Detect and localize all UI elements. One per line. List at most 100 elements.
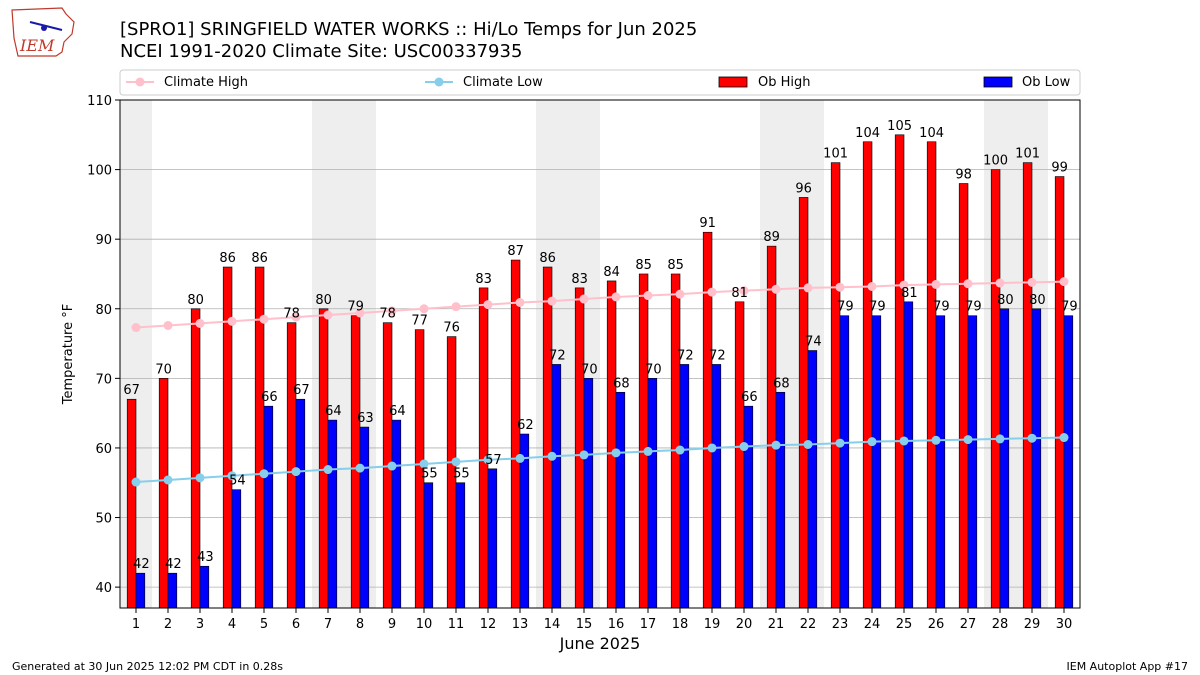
legend-ob-low-label: Ob Low bbox=[1022, 75, 1071, 90]
ob-low-label-day-2: 42 bbox=[165, 557, 182, 572]
y-tick-label-80: 80 bbox=[95, 303, 112, 318]
climate-high-point-day-17 bbox=[643, 291, 653, 301]
ob-low-label-day-17: 70 bbox=[645, 362, 662, 377]
ob-high-bar-day-25 bbox=[894, 134, 905, 609]
x-tick-label-24: 24 bbox=[864, 617, 881, 632]
y-axis-label: Temperature °F bbox=[61, 304, 76, 405]
climate-low-point-day-1 bbox=[131, 477, 141, 487]
ob-low-label-day-13: 62 bbox=[517, 418, 534, 433]
ob-low-label-day-12: 57 bbox=[485, 453, 502, 468]
ob-high-label-day-14: 86 bbox=[539, 251, 556, 266]
ob-low-bar-day-18 bbox=[679, 364, 690, 609]
climate-low-point-day-26 bbox=[931, 435, 941, 445]
ob-low-bar-day-1 bbox=[135, 572, 146, 609]
ob-high-bar-day-13 bbox=[510, 259, 521, 609]
ob-low-label-day-10: 55 bbox=[421, 467, 438, 482]
chart-title: [SPRO1] SRINGFIELD WATER WORKS :: Hi/Lo … bbox=[120, 19, 697, 40]
ob-high-bar-day-29 bbox=[1022, 162, 1033, 609]
ob-high-bar-day-18 bbox=[670, 273, 681, 609]
bars bbox=[126, 134, 1074, 609]
climate-high-point-day-11 bbox=[451, 302, 461, 312]
ob-low-label-day-30: 79 bbox=[1061, 300, 1078, 315]
ob-high-bar-day-23 bbox=[830, 162, 841, 609]
y-tick-label-40: 40 bbox=[95, 581, 112, 596]
ob-low-bar-day-4 bbox=[231, 489, 242, 609]
x-tick-label-29: 29 bbox=[1024, 617, 1041, 632]
ob-low-bar-day-19 bbox=[711, 364, 722, 609]
climate-high-point-day-12 bbox=[483, 300, 493, 310]
climate-high-line bbox=[135, 280, 1065, 329]
climate-high-point-day-5 bbox=[259, 314, 269, 324]
x-axis-ticks: 1 2 3 4 5 6 7 8 9 10 11 12 13 14 15 16 17 18 19 20 21 22 23 24 2… bbox=[132, 608, 1072, 632]
ob-low-bar-day-12 bbox=[487, 468, 498, 609]
ob-low-label-day-7: 64 bbox=[325, 404, 342, 419]
climate-high-point-day-30 bbox=[1059, 277, 1069, 287]
ob-low-label-day-11: 55 bbox=[453, 467, 470, 482]
logo-text: IEM bbox=[19, 36, 55, 55]
ob-high-bar-day-1 bbox=[126, 398, 137, 609]
ob-low-label-day-25: 81 bbox=[901, 286, 918, 301]
climate-high-point-day-26 bbox=[931, 279, 941, 289]
ob-high-label-day-9: 78 bbox=[379, 307, 396, 322]
ob-high-bar-day-22 bbox=[798, 197, 809, 609]
climate-low-point-day-9 bbox=[387, 461, 397, 471]
climate-low-point-day-2 bbox=[163, 475, 173, 485]
ob-low-bar-day-9 bbox=[391, 419, 402, 609]
chart-subtitle: NCEI 1991-2020 Climate Site: USC00337935 bbox=[120, 41, 522, 62]
climate-low-point-day-27 bbox=[963, 435, 973, 445]
climate-low-line bbox=[135, 436, 1065, 484]
x-tick-label-2: 2 bbox=[164, 617, 172, 632]
x-tick-label-13: 13 bbox=[512, 617, 529, 632]
generated-timestamp: Generated at 30 Jun 2025 12:02 PM CDT in… bbox=[12, 660, 283, 673]
climate-low-point-day-7 bbox=[323, 465, 333, 475]
climate-high-point-day-27 bbox=[963, 279, 973, 289]
ob-high-label-day-24: 104 bbox=[855, 126, 880, 141]
x-axis-label: June 2025 bbox=[559, 634, 641, 653]
iem-logo: IEM bbox=[11, 7, 75, 57]
ob-high-label-day-6: 78 bbox=[283, 307, 300, 322]
climate-high-point-day-4 bbox=[227, 316, 237, 326]
ob-high-label-day-17: 85 bbox=[635, 258, 652, 273]
ob-high-bar-day-17 bbox=[638, 273, 649, 609]
ob-high-label-day-13: 87 bbox=[507, 244, 524, 259]
ob-high-label-day-21: 89 bbox=[763, 230, 780, 245]
ob-low-bar-day-26 bbox=[935, 315, 946, 609]
climate-low-point-day-29 bbox=[1027, 433, 1037, 443]
y-tick-label-90: 90 bbox=[95, 233, 112, 248]
x-tick-label-6: 6 bbox=[292, 617, 300, 632]
climate-high-point-day-8 bbox=[355, 308, 365, 318]
ob-low-bar-day-3 bbox=[199, 565, 210, 609]
ob-high-bar-day-12 bbox=[478, 287, 489, 609]
ob-low-bar-day-25 bbox=[903, 301, 914, 609]
ob-high-label-day-4: 86 bbox=[219, 251, 236, 266]
ob-high-label-day-5: 86 bbox=[251, 251, 268, 266]
ob-high-label-day-20: 81 bbox=[731, 286, 748, 301]
ob-low-bar-day-7 bbox=[327, 419, 338, 609]
x-tick-label-9: 9 bbox=[388, 617, 396, 632]
iowa-map-outline-icon bbox=[11, 7, 75, 57]
ob-high-label-day-11: 76 bbox=[443, 321, 460, 336]
ob-low-bar-day-5 bbox=[263, 405, 274, 609]
ob-low-label-day-5: 66 bbox=[261, 390, 278, 405]
ob-low-bar-day-15 bbox=[583, 378, 594, 609]
station-dot-icon bbox=[41, 25, 47, 31]
ob-high-label-day-12: 83 bbox=[475, 272, 492, 287]
x-tick-label-27: 27 bbox=[960, 617, 977, 632]
ob-low-bar-day-8 bbox=[359, 426, 370, 609]
legend-frame bbox=[119, 69, 1081, 96]
x-tick-label-17: 17 bbox=[640, 617, 657, 632]
climate-high-point-day-15 bbox=[579, 294, 589, 304]
ob-low-label-day-22: 74 bbox=[805, 335, 822, 350]
legend-climate-low-marker bbox=[434, 77, 444, 87]
ob-high-bar-day-27 bbox=[958, 183, 969, 609]
ob-high-label-day-23: 101 bbox=[823, 147, 848, 162]
x-tick-label-26: 26 bbox=[928, 617, 945, 632]
ob-high-label-day-16: 84 bbox=[603, 265, 620, 280]
ob-high-bar-day-7 bbox=[318, 308, 329, 609]
ob-high-label-day-1: 67 bbox=[123, 383, 140, 398]
ob-high-label-day-3: 80 bbox=[187, 293, 204, 308]
ob-low-bar-day-16 bbox=[615, 391, 626, 609]
ob-low-bar-day-2 bbox=[167, 572, 178, 609]
x-tick-label-16: 16 bbox=[608, 617, 625, 632]
